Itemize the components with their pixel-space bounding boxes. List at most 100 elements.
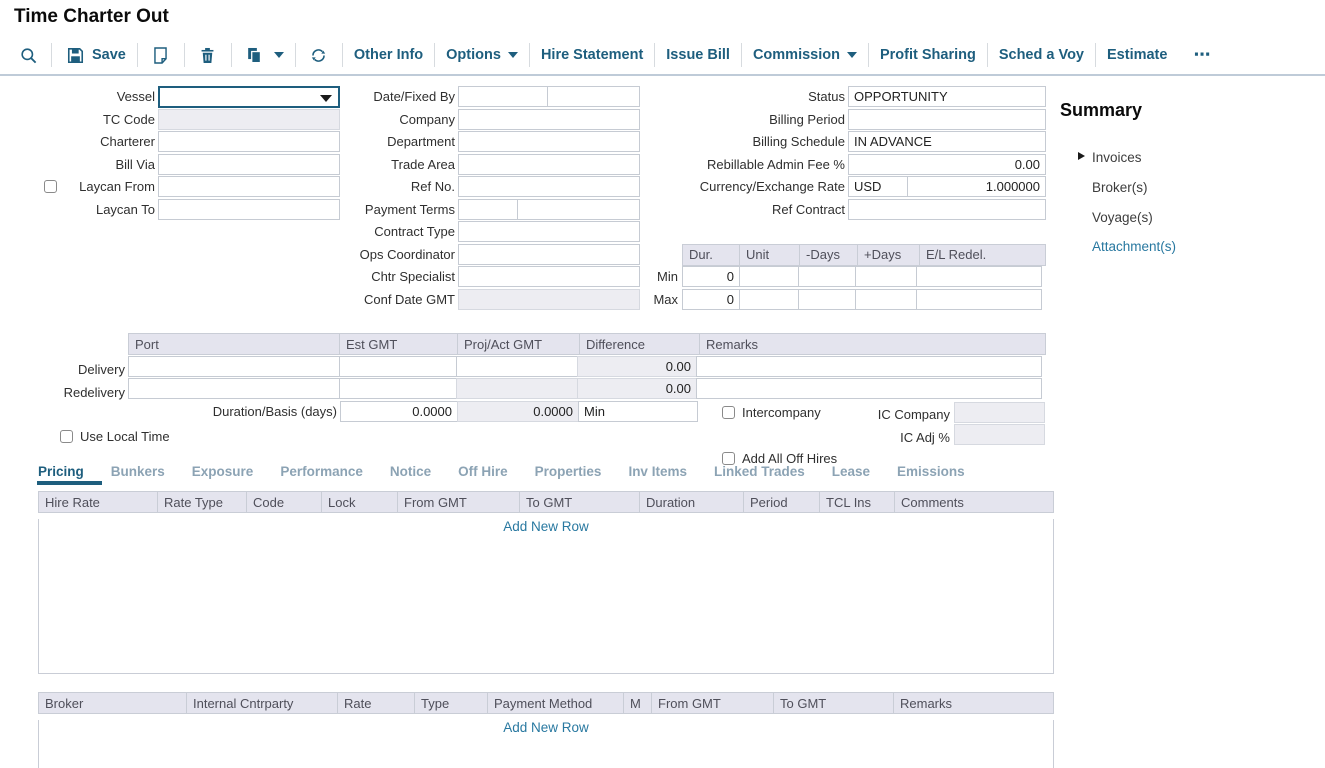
delete-icon[interactable] — [196, 43, 220, 67]
add-all-off-hires-checkbox[interactable] — [722, 452, 735, 465]
fixed-date-field[interactable] — [458, 86, 548, 107]
payment-terms-code-field[interactable] — [458, 198, 518, 220]
vessel-select[interactable] — [158, 85, 340, 108]
status-row: Status — [640, 86, 1046, 107]
billing-schedule-field[interactable] — [848, 131, 1046, 152]
bill-via-field[interactable] — [158, 153, 340, 175]
basis-select[interactable] — [578, 400, 698, 422]
commission-menu-button[interactable]: Commission — [753, 47, 857, 63]
laycan-to-label: Laycan To — [95, 201, 155, 217]
more-actions-button[interactable]: ⋯ — [1193, 45, 1211, 64]
rebillable-admin-fee-field[interactable] — [848, 153, 1046, 175]
redelivery-label: Redelivery — [63, 385, 125, 400]
ref-contract-row: Ref Contract — [640, 198, 1046, 220]
refresh-icon[interactable] — [307, 43, 331, 67]
ref-contract-field[interactable] — [848, 198, 1046, 220]
payment-terms-desc-field[interactable] — [517, 198, 640, 220]
duration-est-field[interactable] — [340, 400, 458, 422]
min-unit-field[interactable] — [739, 266, 799, 287]
toolbar-divider — [740, 43, 742, 67]
delivery-est-gmt-field[interactable] — [339, 355, 457, 377]
expand-arrow-icon[interactable] — [1078, 152, 1085, 160]
tab-exposure[interactable]: Exposure — [191, 464, 254, 479]
summary-item-brokers[interactable]: Broker(s) — [1092, 180, 1148, 195]
chtr-specialist-field[interactable] — [458, 266, 640, 287]
delivery-label: Delivery — [78, 362, 125, 377]
pricing-add-new-row-link[interactable]: Add New Row — [503, 519, 589, 534]
currency-field[interactable] — [848, 176, 908, 197]
laycan-to-row: Laycan To — [14, 198, 340, 220]
fixed-by-field[interactable] — [547, 86, 640, 107]
options-menu-button[interactable]: Options — [446, 47, 518, 63]
chevron-down-icon — [320, 94, 332, 102]
tab-emissions[interactable]: Emissions — [897, 464, 965, 479]
exchange-rate-field[interactable] — [907, 176, 1046, 197]
max-dur-field[interactable] — [682, 288, 740, 310]
tab-inv-items[interactable]: Inv Items — [628, 464, 687, 479]
billing-period-field[interactable] — [848, 108, 1046, 130]
profit-sharing-button[interactable]: Profit Sharing — [879, 47, 976, 63]
broker-add-new-row-link[interactable]: Add New Row — [503, 720, 589, 735]
hire-statement-button[interactable]: Hire Statement — [540, 47, 644, 63]
column-header-hire-rate: Hire Rate — [38, 491, 158, 513]
min-plus-days-field[interactable] — [855, 266, 917, 287]
ic-adj-field — [954, 424, 1045, 445]
other-info-button[interactable]: Other Info — [353, 47, 424, 63]
summary-item-invoices[interactable]: Invoices — [1092, 150, 1142, 165]
column-header-rate: Rate — [338, 692, 415, 714]
tab-performance[interactable]: Performance — [280, 464, 363, 479]
ops-coordinator-field[interactable] — [458, 243, 640, 265]
save-button[interactable]: Save — [63, 43, 126, 67]
contract-type-field[interactable] — [458, 221, 640, 242]
max-minus-days-field[interactable] — [798, 288, 856, 310]
tab-linked-trades[interactable]: Linked Trades — [713, 464, 805, 479]
add-all-off-hires-option: Add All Off Hires — [722, 448, 837, 469]
tab-notice[interactable]: Notice — [389, 464, 432, 479]
laycan-from-field[interactable] — [158, 176, 340, 197]
tab-off-hire[interactable]: Off Hire — [458, 464, 508, 479]
delivery-remarks-field[interactable] — [696, 355, 1042, 377]
tab-properties[interactable]: Properties — [534, 464, 602, 479]
copy-menu-button[interactable] — [243, 43, 284, 67]
status-field[interactable] — [848, 86, 1046, 107]
new-document-icon[interactable] — [149, 43, 173, 67]
min-dur-field[interactable] — [682, 266, 740, 287]
min-el-redel-field[interactable] — [916, 266, 1042, 287]
column-header-code: Code — [247, 491, 322, 513]
summary-item-attachments[interactable]: Attachment(s) — [1092, 239, 1177, 254]
column-header-rate-type: Rate Type — [158, 491, 247, 513]
redelivery-remarks-field[interactable] — [696, 378, 1042, 399]
max-unit-field[interactable] — [739, 288, 799, 310]
add-all-off-hires-label: Add All Off Hires — [742, 451, 838, 466]
redelivery-est-gmt-field[interactable] — [339, 378, 457, 399]
min-minus-days-field[interactable] — [798, 266, 856, 287]
billing-period-label: Billing Period — [769, 111, 845, 127]
ref-no-field[interactable] — [458, 176, 640, 197]
toolbar-bottom-rule — [0, 74, 1325, 76]
laycan-to-field[interactable] — [158, 198, 340, 220]
tab-bunkers[interactable]: Bunkers — [110, 464, 165, 479]
vessel-row: Vessel — [14, 85, 340, 108]
redelivery-port-field[interactable] — [128, 378, 340, 399]
company-field[interactable] — [458, 108, 640, 130]
use-local-time-checkbox[interactable] — [60, 430, 73, 443]
bill-via-label: Bill Via — [115, 156, 155, 172]
charterer-field[interactable] — [158, 131, 340, 152]
sched-a-voy-button[interactable]: Sched a Voy — [998, 47, 1084, 63]
issue-bill-button[interactable]: Issue Bill — [666, 47, 730, 63]
intercompany-checkbox[interactable] — [722, 406, 735, 419]
delivery-proj-act-gmt-field[interactable] — [456, 355, 578, 377]
max-plus-days-field[interactable] — [855, 288, 917, 310]
tab-lease[interactable]: Lease — [831, 464, 871, 479]
tab-pricing[interactable]: Pricing — [37, 464, 102, 485]
laycan-checkbox[interactable] — [44, 180, 57, 193]
min-label: Min — [657, 269, 678, 284]
summary-item-voyages[interactable]: Voyage(s) — [1092, 209, 1153, 225]
delivery-port-field[interactable] — [128, 355, 340, 377]
search-icon[interactable] — [16, 43, 40, 67]
ic-adj-label: IC Adj % — [900, 429, 950, 445]
max-el-redel-field[interactable] — [916, 288, 1042, 310]
estimate-button[interactable]: Estimate — [1107, 47, 1168, 63]
department-field[interactable] — [458, 131, 640, 152]
trade-area-field[interactable] — [458, 153, 640, 175]
